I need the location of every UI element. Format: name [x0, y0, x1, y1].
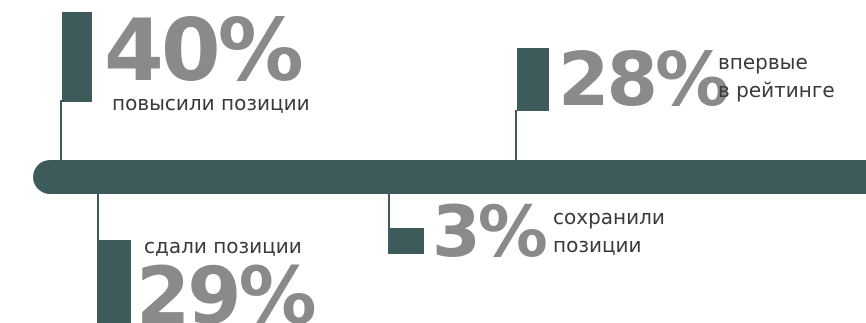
stat-value-28: 28%	[558, 37, 729, 123]
stat-connector-28	[515, 110, 517, 162]
stat-connector-3	[388, 194, 390, 254]
stat-value-29: 29%	[136, 252, 317, 323]
stat-caption-40: повысили позиции	[112, 91, 310, 115]
timeline-bar	[33, 160, 866, 194]
stat-caption-28-line2: в рейтинге	[718, 78, 835, 102]
stat-connector-29	[97, 194, 99, 323]
stat-value-3: 3%	[432, 191, 548, 273]
stat-connector-40	[60, 100, 62, 162]
stat-caption-28-line1: впервые	[718, 50, 808, 74]
stat-marker-29	[99, 240, 131, 323]
stat-caption-29: сдали позиции	[144, 234, 302, 258]
stat-caption-3-line1: сохранили	[553, 205, 665, 229]
stat-value-40: 40%	[104, 1, 304, 101]
stat-marker-28	[517, 48, 549, 111]
stat-marker-40	[62, 12, 92, 102]
stat-caption-3-line2: позиции	[553, 233, 642, 257]
stat-marker-3	[390, 228, 424, 254]
